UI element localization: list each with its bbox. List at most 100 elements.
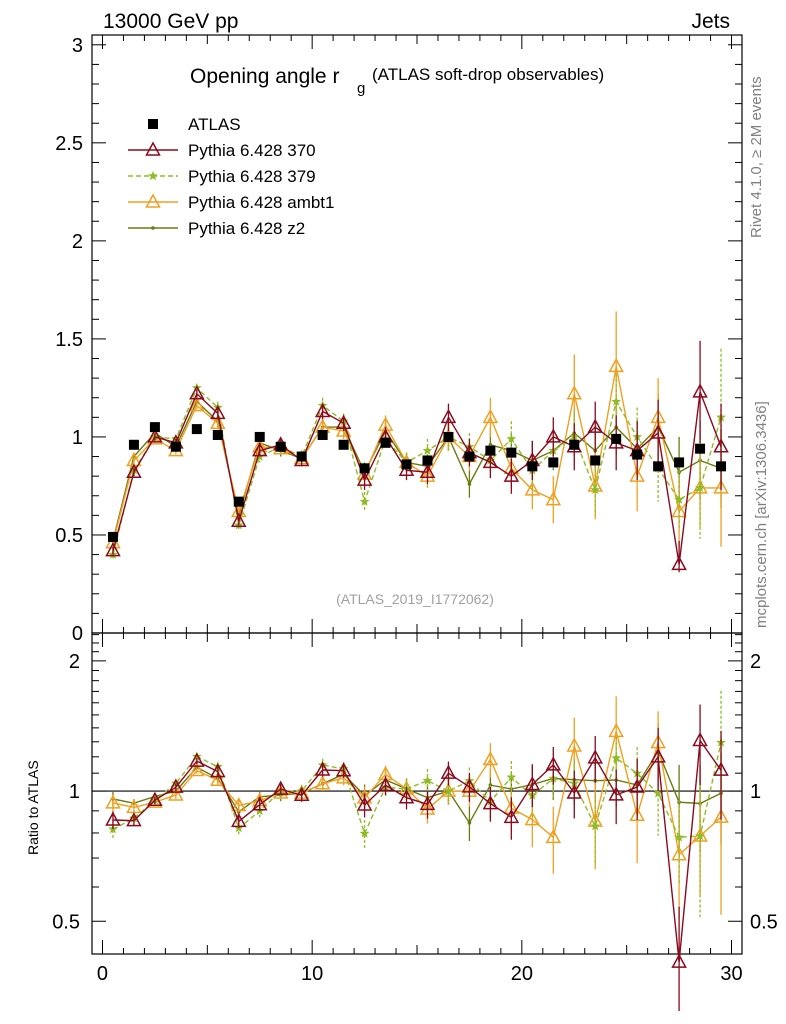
ratio-point-p379 xyxy=(170,778,181,788)
side-label-top: Rivet 4.1.0, ≥ 2M events xyxy=(748,76,765,238)
main-point-ATLAS xyxy=(674,457,685,468)
main-point-ambt1 xyxy=(482,408,499,424)
analysis-label: (ATLAS_2019_I1772062) xyxy=(336,591,494,607)
ratio-point-p370 xyxy=(671,953,687,968)
main-point-ATLAS xyxy=(107,531,118,542)
main-point-p370 xyxy=(650,424,666,439)
ratio-point-p379 xyxy=(674,832,684,842)
axis-ticks xyxy=(92,35,742,954)
main-series-group xyxy=(105,311,729,573)
ratio-point-p370 xyxy=(587,749,603,764)
main-point-p370 xyxy=(692,383,708,398)
chart-title-subscript: g xyxy=(357,80,365,97)
main-point-p379 xyxy=(422,445,433,455)
legend-item-ambt1: Pythia 6.428 ambt1 xyxy=(128,193,334,212)
main-point-ATLAS xyxy=(632,449,643,460)
main-point-ATLAS xyxy=(254,431,265,442)
ratio-point-p379 xyxy=(191,751,202,761)
ratio-point-p379 xyxy=(653,788,664,798)
ratio-point-p370 xyxy=(608,786,624,801)
ratio-point-ambt1 xyxy=(189,761,205,777)
ratio-point-ambt1 xyxy=(629,806,645,822)
ratio-point-ambt1 xyxy=(566,737,583,752)
ratio-point-ambt1 xyxy=(608,722,624,738)
y-tick-label: 0 xyxy=(72,623,83,645)
ratio-point-p370 xyxy=(398,789,415,804)
ratio-point-ambt1 xyxy=(671,846,687,861)
main-point-p370 xyxy=(713,438,729,453)
ratio-point-p370 xyxy=(272,780,289,795)
legend-label-ambt1: Pythia 6.428 ambt1 xyxy=(188,193,334,212)
main-point-ATLAS xyxy=(170,441,181,452)
y-tick-label: 0.5 xyxy=(55,525,83,547)
ratio-point-p370 xyxy=(440,764,457,779)
chart-title: Opening angle r xyxy=(190,65,339,88)
main-point-p379 xyxy=(611,396,622,406)
main-point-ATLAS xyxy=(233,496,244,507)
legend-marker-ambt1 xyxy=(145,193,161,208)
ratio-point-p379 xyxy=(611,752,622,763)
ratio-point-p379 xyxy=(359,828,370,838)
main-point-p370 xyxy=(147,428,163,443)
ratio-point-ambt1 xyxy=(314,775,331,790)
main-line-p379 xyxy=(112,386,722,555)
ratio-y-tick-label-right: 0.5 xyxy=(750,911,778,933)
main-point-ATLAS xyxy=(359,463,370,474)
side-label-bottom: mcplots.cern.ch [arXiv:1306.3436] xyxy=(753,401,770,628)
main-point-p370 xyxy=(335,414,352,429)
main-point-p370 xyxy=(503,467,520,482)
main-point-ATLAS xyxy=(128,439,139,450)
main-point-ATLAS xyxy=(191,424,202,435)
main-point-ATLAS xyxy=(401,459,412,470)
main-point-ATLAS xyxy=(506,447,517,458)
main-point-p379 xyxy=(590,484,601,495)
main-point-ambt1 xyxy=(608,357,624,373)
main-line-p370 xyxy=(112,391,722,565)
ratio-y-tick-label-right: 1 xyxy=(750,781,761,803)
main-point-p379 xyxy=(359,496,370,506)
main-point-p370 xyxy=(314,402,331,418)
legend-marker-ATLAS xyxy=(148,119,158,129)
category-label: Jets xyxy=(691,10,730,33)
legend-marker-p379 xyxy=(148,170,158,181)
legend-label-p370: Pythia 6.428 370 xyxy=(188,141,316,160)
legend-label-z2: Pythia 6.428 z2 xyxy=(188,219,305,238)
main-point-ATLAS xyxy=(569,439,580,450)
main-point-ATLAS xyxy=(296,451,307,462)
ratio-point-p370 xyxy=(482,795,499,810)
main-point-ATLAS xyxy=(653,461,664,472)
ratio-point-p379 xyxy=(443,785,454,796)
main-point-p370 xyxy=(251,442,268,457)
main-point-ATLAS xyxy=(422,455,433,466)
ratio-point-p370 xyxy=(126,812,142,827)
main-point-p370 xyxy=(231,512,247,527)
ratio-point-z2 xyxy=(467,821,472,825)
energy-label: 13000 GeV pp xyxy=(103,10,238,33)
main-point-z2 xyxy=(467,482,472,486)
ratio-point-p370 xyxy=(650,748,666,763)
chart-title-rest: (ATLAS soft-drop observables) xyxy=(372,65,604,84)
ratio-y-tick-label: 2 xyxy=(69,651,80,673)
ratio-point-p370 xyxy=(356,796,373,811)
main-point-ambt1 xyxy=(629,467,645,482)
main-point-p379 xyxy=(506,433,517,444)
ratio-point-p370 xyxy=(629,778,645,793)
main-point-p370 xyxy=(671,555,687,571)
x-tick-label: 20 xyxy=(511,963,533,985)
main-point-p370 xyxy=(356,471,373,486)
legend: ATLAS Pythia 6.428 370 Pythia 6.428 379 Pyt… xyxy=(128,115,334,238)
main-point-ambt1 xyxy=(566,385,583,400)
ratio-point-p370 xyxy=(503,808,520,824)
main-point-p370 xyxy=(587,418,603,433)
legend-marker-p370 xyxy=(145,141,161,156)
x-tick-label: 0 xyxy=(97,963,108,985)
legend-label-p379: Pythia 6.428 379 xyxy=(188,167,316,186)
ratio-point-ambt1 xyxy=(482,750,499,766)
x-tick-label: 30 xyxy=(720,963,742,985)
main-point-ATLAS xyxy=(485,445,496,456)
main-point-ambt1 xyxy=(524,481,541,496)
x-tick-label: 10 xyxy=(301,963,323,985)
ratio-point-p379 xyxy=(506,772,517,782)
main-line-ambt1 xyxy=(112,366,721,543)
